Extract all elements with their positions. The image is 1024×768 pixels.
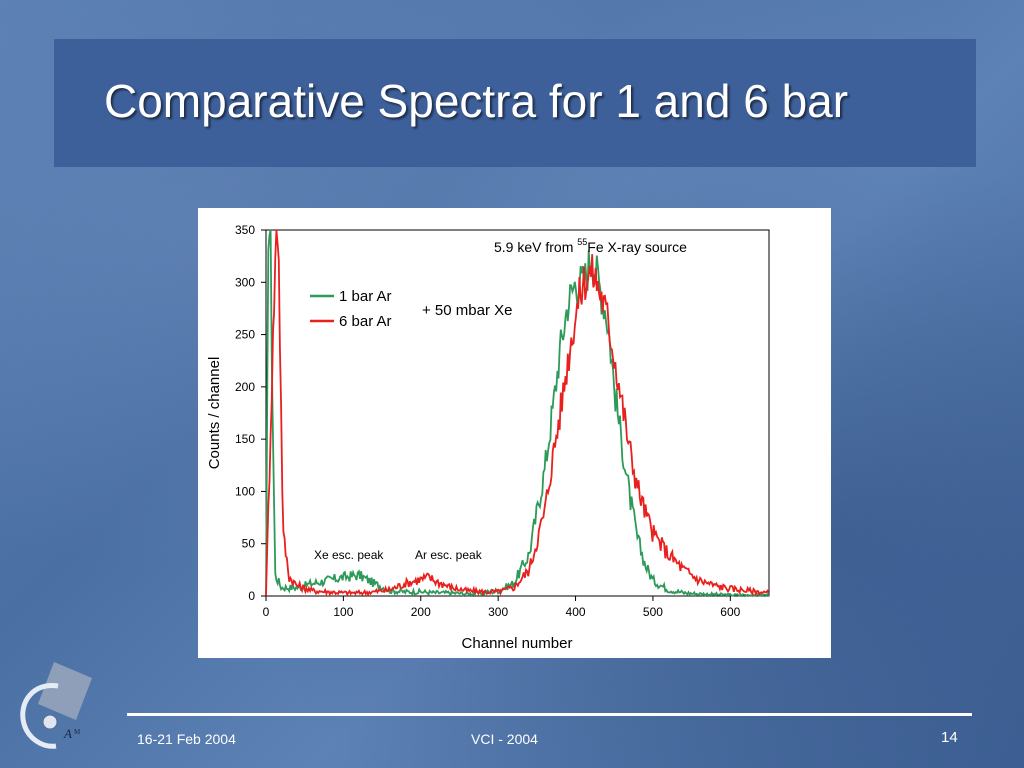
footer-conference: VCI - 2004 xyxy=(471,731,538,747)
logo-tile-back xyxy=(38,662,92,720)
y-tick-label: 350 xyxy=(235,223,255,237)
x-tick-label: 500 xyxy=(643,605,663,619)
x-axis-label: Channel number xyxy=(462,635,573,652)
spectra-chart: 0 100 200 300 400 500 600 0 50 100 150 200 250 300 35… xyxy=(206,223,770,652)
y-tick-label: 0 xyxy=(248,589,255,603)
logo-letter: A xyxy=(63,726,72,741)
x-tick-label: 100 xyxy=(333,605,353,619)
legend-label-1bar: 1 bar Ar xyxy=(339,288,392,305)
series-traces xyxy=(265,229,770,598)
logo-arc xyxy=(20,683,59,749)
y-axis-label: Counts / channel xyxy=(206,357,223,470)
x-tick-label: 400 xyxy=(566,605,586,619)
y-tick-label: 150 xyxy=(235,432,255,446)
gas-mixture-note: + 50 mbar Xe xyxy=(422,302,512,319)
x-tick-label: 200 xyxy=(411,605,431,619)
institute-logo: A M xyxy=(20,662,92,749)
slide-title: Comparative Spectra for 1 and 6 bar xyxy=(104,75,849,127)
footer-date: 16-21 Feb 2004 xyxy=(137,731,236,747)
series-line-2 xyxy=(265,229,770,597)
title-band xyxy=(54,39,976,167)
y-tick-label: 200 xyxy=(235,380,255,394)
y-tick-label: 100 xyxy=(235,484,255,498)
logo-sphere xyxy=(42,714,58,730)
x-tick-label: 600 xyxy=(720,605,740,619)
chart-panel: 0 100 200 300 400 500 600 0 50 100 150 200 250 300 35… xyxy=(198,208,831,658)
page-number: 14 xyxy=(941,729,958,746)
ar-escape-peak-label: Ar esc. peak xyxy=(415,548,483,562)
chart-title: 5.9 keV from 55Fe X-ray source xyxy=(494,237,687,255)
series-line-1 xyxy=(265,229,770,598)
legend-label-6bar: 6 bar Ar xyxy=(339,313,392,330)
xe-escape-peak-label: Xe esc. peak xyxy=(314,548,384,562)
y-tick-label: 250 xyxy=(235,328,255,342)
y-axis-ticks: 0 50 100 150 200 250 300 350 xyxy=(235,223,266,603)
plot-area-frame xyxy=(265,229,770,597)
footer-divider xyxy=(127,713,972,716)
logo-letter-small: M xyxy=(74,728,81,736)
x-tick-label: 300 xyxy=(488,605,508,619)
x-axis-ticks: 0 100 200 300 400 500 600 xyxy=(263,596,741,619)
y-tick-label: 300 xyxy=(235,275,255,289)
y-tick-label: 50 xyxy=(242,537,256,551)
x-tick-label: 0 xyxy=(263,605,270,619)
